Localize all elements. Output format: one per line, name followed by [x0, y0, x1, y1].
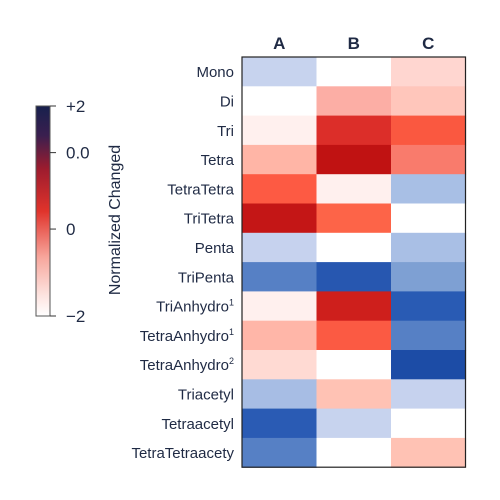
- heatmap-cell: [242, 379, 318, 410]
- heatmap-cell: [242, 144, 318, 175]
- heatmap-cell: [316, 262, 392, 292]
- row-label: Triacetyl: [178, 386, 234, 403]
- heatmap-cell: [242, 262, 318, 292]
- heatmap-cell: [391, 115, 467, 146]
- heatmap-cell: [391, 144, 467, 175]
- row-label: Penta: [195, 240, 235, 257]
- heatmap-cell: [391, 203, 467, 234]
- heatmap-cell: [391, 291, 467, 322]
- heatmap-frame: [241, 56, 467, 468]
- heatmap-cell: [391, 320, 467, 351]
- heatmap-cell: [316, 379, 392, 410]
- heatmap-cell: [391, 57, 467, 87]
- row-label: Tri: [217, 123, 234, 140]
- row-label-superscript: 1: [229, 327, 234, 337]
- heatmap-cell: [316, 437, 392, 468]
- heatmap-cell: [242, 86, 318, 117]
- heatmap-cell: [391, 408, 467, 439]
- row-labels: MonoDiTriTetraTetraTetraTriTetraPentaTri…: [131, 64, 234, 462]
- heatmap-cell: [242, 320, 318, 351]
- colorbar-tick-label: 0: [66, 220, 75, 239]
- colorbar-tick-label: 0.0: [66, 144, 90, 163]
- heatmap-cell: [316, 291, 392, 322]
- heatmap-cell: [316, 86, 392, 117]
- row-label: TetraTetraacety: [131, 445, 234, 462]
- heatmap-cell: [391, 437, 467, 468]
- heatmap-cell: [242, 115, 318, 146]
- heatmap-cells: [242, 57, 467, 468]
- heatmap-cell: [391, 232, 467, 263]
- heatmap-cell: [316, 144, 392, 175]
- heatmap-cell: [316, 57, 392, 87]
- row-label: TriPenta: [178, 269, 235, 286]
- heatmap-cell: [316, 408, 392, 439]
- heatmap-cell: [316, 232, 392, 263]
- row-label: TetraTetra: [167, 181, 234, 198]
- heatmap-cell: [242, 203, 318, 234]
- heatmap-cell: [391, 350, 467, 380]
- column-label: B: [348, 34, 360, 53]
- heatmap-cell: [242, 408, 318, 439]
- row-label-superscript: 1: [229, 298, 234, 308]
- row-label: TriTetra: [184, 211, 235, 228]
- heatmap-cell: [316, 174, 392, 205]
- heatmap-cell: [316, 320, 392, 351]
- heatmap-cell: [242, 350, 318, 380]
- heatmap-cell: [242, 57, 318, 87]
- row-label: Mono: [196, 64, 234, 81]
- column-label: A: [273, 34, 285, 53]
- heatmap-cell: [391, 174, 467, 205]
- heatmap-cell: [391, 86, 467, 117]
- column-labels: A B C: [273, 34, 434, 53]
- colorbar-gradient: [35, 105, 51, 317]
- heatmap-cell: [316, 203, 392, 234]
- row-label: TetraAnhydro1: [140, 327, 234, 345]
- row-label: Tetra: [201, 152, 235, 169]
- heatmap-cell: [391, 262, 467, 292]
- column-label: C: [422, 34, 434, 53]
- heatmap-cell: [242, 291, 318, 322]
- heatmap-cell: [242, 437, 318, 468]
- heatmap-cell: [316, 350, 392, 380]
- row-label: TriAnhydro1: [156, 298, 234, 316]
- colorbar: +2 0.0 0 −2: [35, 97, 90, 326]
- heatmap-cell: [316, 115, 392, 146]
- colorbar-tick-label: −2: [66, 307, 85, 326]
- heatmap-cell: [242, 232, 318, 263]
- row-label: Di: [220, 93, 234, 110]
- row-label-superscript: 2: [229, 356, 234, 366]
- row-label: TetraAnhydro2: [140, 356, 234, 374]
- heatmap-cell: [242, 174, 318, 205]
- row-label: Tetraacetyl: [161, 416, 234, 433]
- heatmap-cell: [391, 379, 467, 410]
- colorbar-label: Normalized Changed: [107, 145, 124, 295]
- colorbar-tick-label: +2: [66, 97, 85, 116]
